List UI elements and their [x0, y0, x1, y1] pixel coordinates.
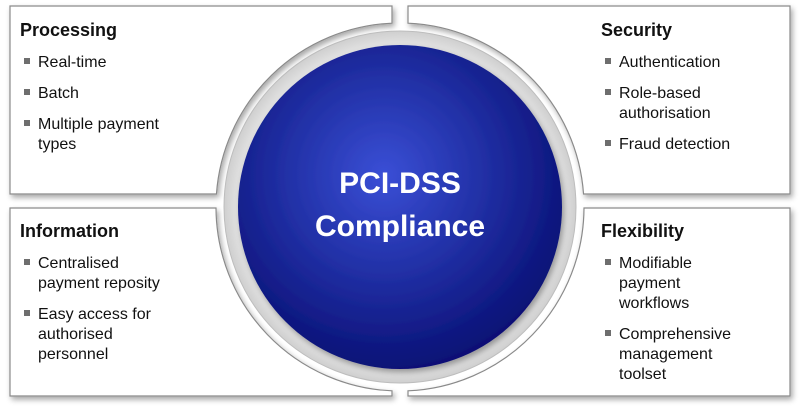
center-circle [238, 45, 562, 369]
information-item-1-line-1: authorised [38, 326, 113, 343]
information-panel [9, 207, 393, 397]
flexibility-item-0-line-0: Modifiable [619, 255, 692, 272]
information-quadrant: Information Centralised payment reposity Ea… [20, 221, 160, 363]
security-panel [407, 5, 791, 195]
security-bullet-icon [605, 140, 611, 146]
information-bullet-icon [24, 310, 30, 316]
processing-item-1-line-0: Batch [38, 85, 79, 102]
processing-bullet-icon [24, 120, 30, 126]
information-item-0-line-0: Centralised [38, 255, 119, 272]
security-item-2-line-0: Fraud detection [619, 136, 730, 153]
processing-bullet-icon [24, 58, 30, 64]
processing-item-2-line-1: types [38, 136, 76, 153]
information-item-0-line-1: payment reposity [38, 275, 160, 292]
processing-bullet-icon [24, 89, 30, 95]
information-item-1-line-2: personnel [38, 346, 108, 363]
security-title: Security [601, 20, 672, 40]
information-title: Information [20, 221, 119, 241]
information-item-1-line-0: Easy access for [38, 306, 152, 323]
security-quadrant: Security Authentication Role-based authoris… [601, 20, 730, 153]
processing-title: Processing [20, 20, 117, 40]
flexibility-panel [407, 207, 791, 397]
flexibility-bullet-icon [605, 330, 611, 336]
flexibility-item-0-line-2: workflows [618, 295, 689, 312]
processing-item-2-line-0: Multiple payment [38, 116, 160, 133]
flexibility-bullet-icon [605, 259, 611, 265]
flexibility-item-0-line-1: payment [619, 275, 681, 292]
flexibility-title: Flexibility [601, 221, 684, 241]
processing-item-0-line-0: Real-time [38, 54, 107, 71]
flexibility-item-1-line-0: Comprehensive [619, 326, 731, 343]
flexibility-item-1-line-2: toolset [619, 366, 667, 383]
center-title-line1: PCI-DSS [339, 167, 461, 200]
processing-quadrant: Processing Real-time Batch Multiple payment… [20, 20, 160, 153]
security-bullet-icon [605, 58, 611, 64]
security-item-1-line-1: authorisation [619, 105, 711, 122]
security-bullet-icon [605, 89, 611, 95]
flexibility-item-1-line-1: management [619, 346, 713, 363]
center-title-line2: Compliance [315, 210, 485, 243]
security-item-1-line-0: Role-based [619, 85, 701, 102]
information-bullet-icon [24, 259, 30, 265]
flexibility-quadrant: Flexibility Modifiable payment workflows Com… [601, 221, 731, 383]
security-item-0-line-0: Authentication [619, 54, 720, 71]
processing-panel [9, 5, 393, 195]
